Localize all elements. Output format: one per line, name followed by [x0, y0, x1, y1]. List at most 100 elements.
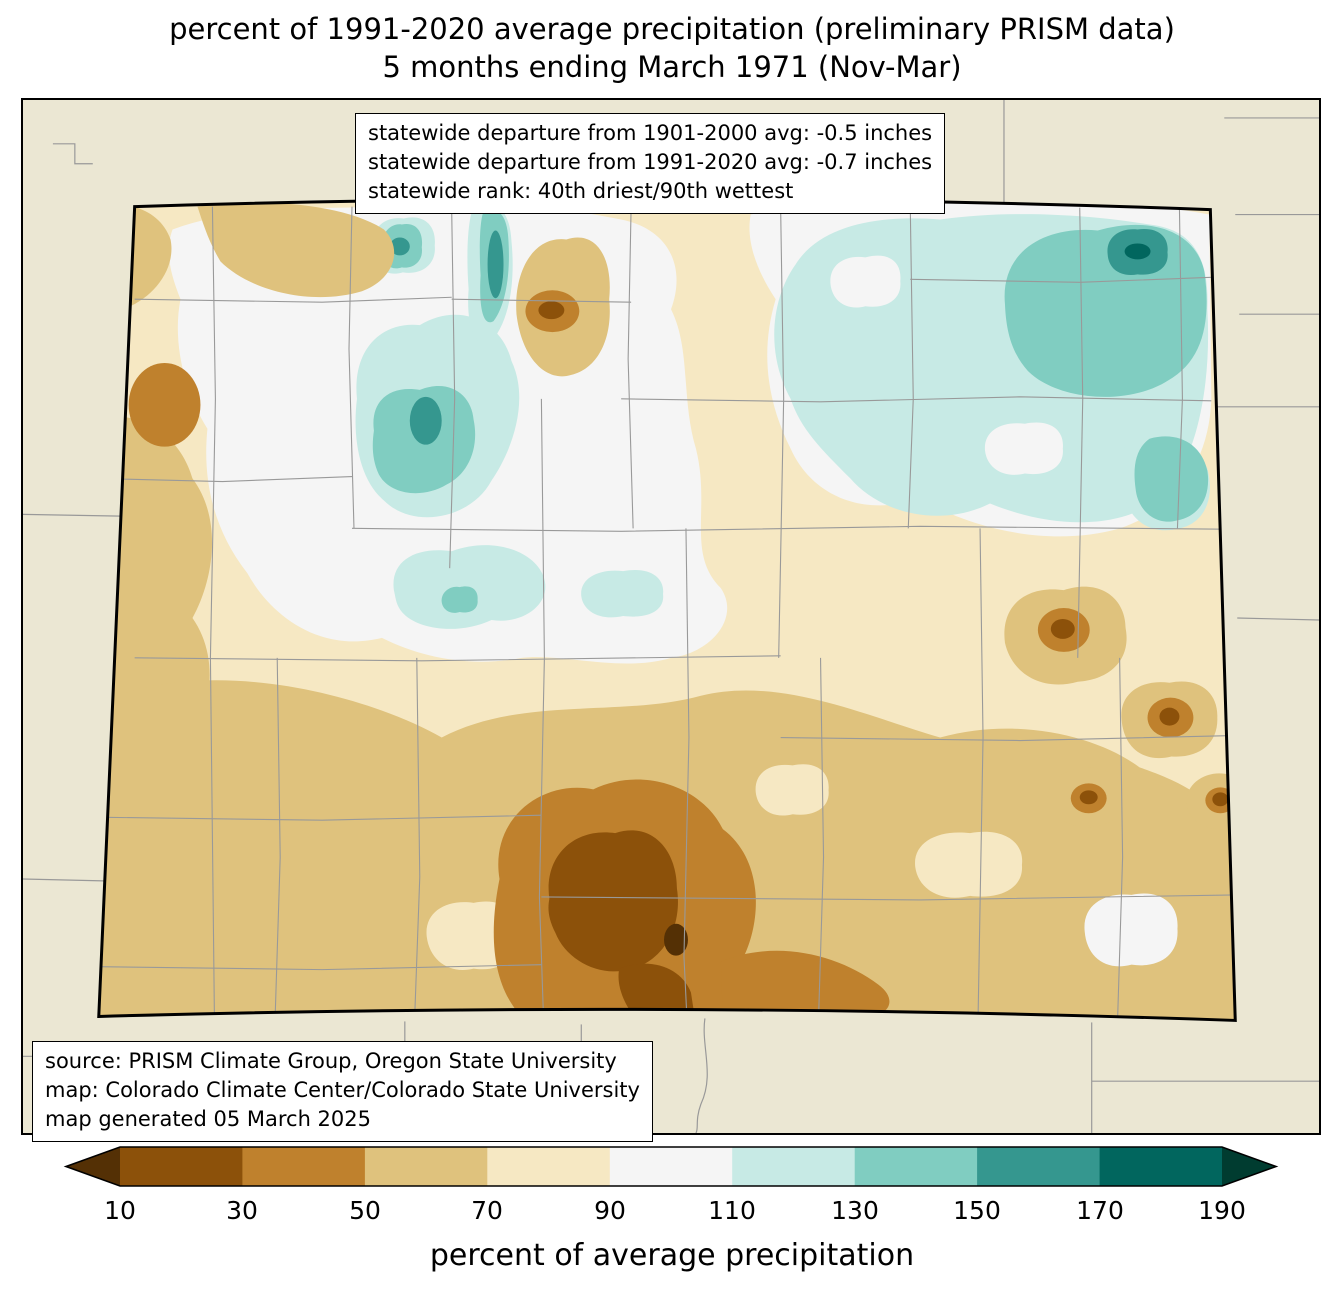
stats-line-1: statewide departure from 1901-2000 avg: …: [368, 121, 933, 145]
colorado-fill-layers: [98, 198, 1236, 1021]
boundary-line: [23, 878, 109, 882]
county-line: [134, 655, 781, 662]
contour-region: [581, 569, 664, 618]
colorbar-tick: 50: [349, 1196, 381, 1225]
colorbar-tick: 190: [1198, 1196, 1246, 1225]
colorbar-tick: 10: [104, 1196, 136, 1225]
boundary-line: [23, 513, 135, 517]
contour-region: [984, 422, 1063, 475]
colorbar-segment: [120, 1147, 243, 1186]
contour-region: [1134, 436, 1209, 522]
contour-region: [720, 950, 890, 1019]
colorbar-arrow-over: [1222, 1147, 1276, 1186]
map-figure: statewide departure from 1901-2000 avg: …: [21, 98, 1321, 1142]
county-line: [778, 209, 785, 658]
contour-region: [389, 237, 410, 256]
county-line: [1117, 657, 1124, 1019]
regions-90-110-gaps: [830, 255, 1063, 475]
county-line: [977, 528, 984, 1019]
contour-region: [128, 362, 201, 447]
colorbar-segment: [364, 1147, 488, 1186]
county-line: [209, 206, 216, 1017]
county-line: [449, 209, 456, 569]
county-line: [274, 657, 281, 1015]
source-line-3: map generated 05 March 2025: [45, 1107, 372, 1131]
colorbar-segment: [732, 1147, 856, 1186]
colorbar-tick: 110: [708, 1196, 756, 1225]
regions-90-110-se: [1084, 893, 1178, 967]
colorbar-tick: 170: [1076, 1196, 1124, 1225]
colorbar-label: percent of average precipitation: [429, 1238, 915, 1273]
source-line-2: map: Colorado Climate Center/Colorado St…: [45, 1078, 640, 1102]
county-line: [907, 206, 914, 529]
county-line: [627, 206, 634, 529]
title-line-2: 5 months ending March 1971 (Nov-Mar): [382, 50, 962, 84]
contour-region: [830, 255, 901, 308]
regions-170-190: [1124, 243, 1151, 260]
county-boundary-lines: [98, 206, 1236, 1019]
county-line: [451, 298, 632, 303]
colorbar-segment: [609, 1147, 733, 1186]
contour-region: [548, 830, 678, 972]
county-line: [780, 734, 1236, 742]
county-line: [1077, 207, 1084, 658]
contour-region: [441, 586, 478, 613]
contour-region: [538, 301, 565, 320]
county-line: [817, 657, 825, 1019]
colorbar-segment: [854, 1147, 978, 1186]
statewide-stats-box: statewide departure from 1901-2000 avg: …: [355, 113, 946, 214]
county-line: [910, 276, 1212, 283]
colorado-precipitation-map: [23, 100, 1319, 1133]
colorbar-outline: [63, 1146, 1279, 1187]
colorbar-tick: 130: [831, 1196, 879, 1225]
contour-region: [755, 764, 829, 816]
source-credit-box: source: PRISM Climate Group, Oregon Stat…: [32, 1041, 653, 1142]
colorbar-segment: [977, 1147, 1101, 1186]
contour-region: [1004, 224, 1207, 397]
regions-10-30: [538, 301, 1229, 1019]
county-line: [351, 525, 1236, 532]
colorbar-arrow-under: [66, 1147, 120, 1186]
colorbar-segment: [242, 1147, 366, 1186]
colorbar-tick: 30: [226, 1196, 258, 1225]
county-line: [541, 894, 1236, 901]
contour-region: [409, 396, 442, 445]
contour-region: [915, 831, 1023, 898]
county-line: [98, 814, 542, 821]
contour-region: [1212, 792, 1229, 807]
stats-line-2: statewide departure from 1991-2020 avg: …: [368, 150, 933, 174]
source-line-1: source: PRISM Climate Group, Oregon Stat…: [45, 1049, 617, 1073]
county-line: [348, 206, 355, 529]
contour-region: [197, 202, 395, 298]
contour-region: [1079, 790, 1098, 805]
boundary-line: [1237, 617, 1319, 621]
colorbar-tick: 150: [953, 1196, 1001, 1225]
boundary-line: [695, 1018, 708, 1133]
contour-region: [1124, 243, 1151, 260]
county-line: [414, 657, 421, 1015]
colorbar-segment: [1099, 1147, 1222, 1186]
colorbar-tick: 90: [594, 1196, 626, 1225]
page-title: percent of 1991-2020 average precipitati…: [0, 10, 1344, 86]
county-line: [538, 398, 545, 1015]
county-line: [98, 964, 542, 971]
county-line: [98, 475, 353, 483]
regions-under-10: [664, 923, 688, 956]
stats-line-3: statewide rank: 40th driest/90th wettest: [368, 179, 794, 203]
county-line: [134, 296, 452, 303]
contour-region: [1159, 707, 1180, 726]
contour-region: [618, 963, 695, 1019]
county-line: [621, 396, 1212, 403]
contour-region: [664, 923, 688, 956]
contour-region: [1050, 618, 1075, 639]
colorbar: [63, 1146, 1279, 1187]
colorbar-segment: [487, 1147, 611, 1186]
title-line-1: percent of 1991-2020 average precipitati…: [169, 12, 1175, 46]
contour-region: [1084, 893, 1178, 967]
colorbar-tick: 70: [471, 1196, 503, 1225]
county-line: [1176, 207, 1183, 529]
county-line: [683, 528, 690, 1019]
boundary-line: [52, 143, 93, 165]
contour-region: [487, 230, 504, 299]
